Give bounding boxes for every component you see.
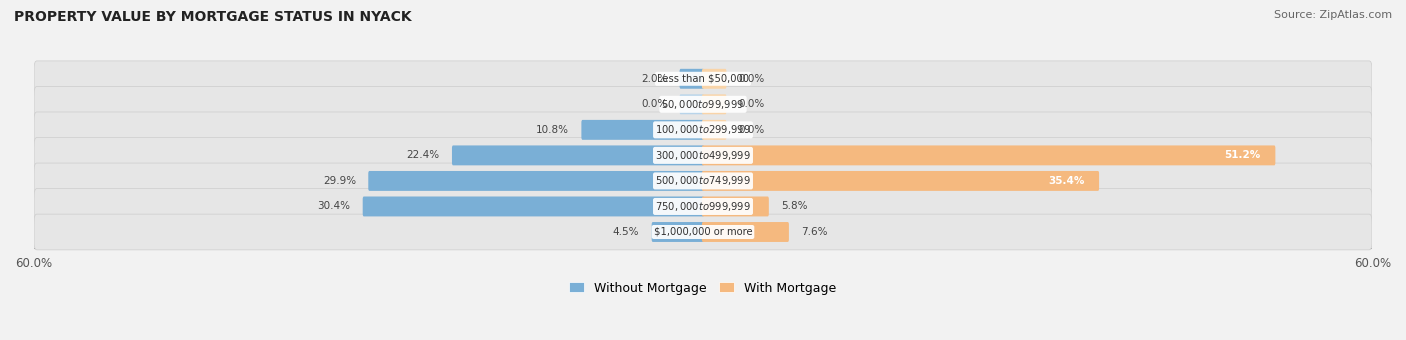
Text: 51.2%: 51.2% xyxy=(1225,150,1261,160)
FancyBboxPatch shape xyxy=(34,189,1372,224)
FancyBboxPatch shape xyxy=(702,197,769,217)
Text: 2.0%: 2.0% xyxy=(641,74,668,84)
Legend: Without Mortgage, With Mortgage: Without Mortgage, With Mortgage xyxy=(564,277,842,300)
FancyBboxPatch shape xyxy=(34,61,1372,97)
Text: 0.0%: 0.0% xyxy=(738,74,765,84)
FancyBboxPatch shape xyxy=(702,171,1099,191)
FancyBboxPatch shape xyxy=(702,95,727,114)
FancyBboxPatch shape xyxy=(363,197,704,217)
FancyBboxPatch shape xyxy=(702,120,727,140)
Text: Source: ZipAtlas.com: Source: ZipAtlas.com xyxy=(1274,10,1392,20)
FancyBboxPatch shape xyxy=(702,69,727,89)
Text: 5.8%: 5.8% xyxy=(782,202,807,211)
Text: 35.4%: 35.4% xyxy=(1049,176,1084,186)
Text: 0.0%: 0.0% xyxy=(641,99,668,109)
Text: Less than $50,000: Less than $50,000 xyxy=(657,74,749,84)
FancyBboxPatch shape xyxy=(679,95,704,114)
FancyBboxPatch shape xyxy=(34,112,1372,148)
FancyBboxPatch shape xyxy=(702,146,1275,165)
Text: $300,000 to $499,999: $300,000 to $499,999 xyxy=(655,149,751,162)
Text: 30.4%: 30.4% xyxy=(318,202,350,211)
Text: 10.8%: 10.8% xyxy=(536,125,569,135)
FancyBboxPatch shape xyxy=(34,163,1372,199)
Text: $750,000 to $999,999: $750,000 to $999,999 xyxy=(655,200,751,213)
Text: $1,000,000 or more: $1,000,000 or more xyxy=(654,227,752,237)
Text: 29.9%: 29.9% xyxy=(323,176,356,186)
FancyBboxPatch shape xyxy=(651,222,704,242)
FancyBboxPatch shape xyxy=(679,69,704,89)
FancyBboxPatch shape xyxy=(582,120,704,140)
FancyBboxPatch shape xyxy=(702,222,789,242)
Text: $500,000 to $749,999: $500,000 to $749,999 xyxy=(655,174,751,187)
Text: PROPERTY VALUE BY MORTGAGE STATUS IN NYACK: PROPERTY VALUE BY MORTGAGE STATUS IN NYA… xyxy=(14,10,412,24)
FancyBboxPatch shape xyxy=(34,214,1372,250)
Text: 22.4%: 22.4% xyxy=(406,150,440,160)
FancyBboxPatch shape xyxy=(34,137,1372,173)
Text: 4.5%: 4.5% xyxy=(613,227,640,237)
Text: $100,000 to $299,999: $100,000 to $299,999 xyxy=(655,123,751,136)
FancyBboxPatch shape xyxy=(368,171,704,191)
FancyBboxPatch shape xyxy=(451,146,704,165)
FancyBboxPatch shape xyxy=(34,86,1372,122)
Text: $50,000 to $99,999: $50,000 to $99,999 xyxy=(661,98,745,111)
Text: 7.6%: 7.6% xyxy=(801,227,828,237)
Text: 0.0%: 0.0% xyxy=(738,125,765,135)
Text: 0.0%: 0.0% xyxy=(738,99,765,109)
